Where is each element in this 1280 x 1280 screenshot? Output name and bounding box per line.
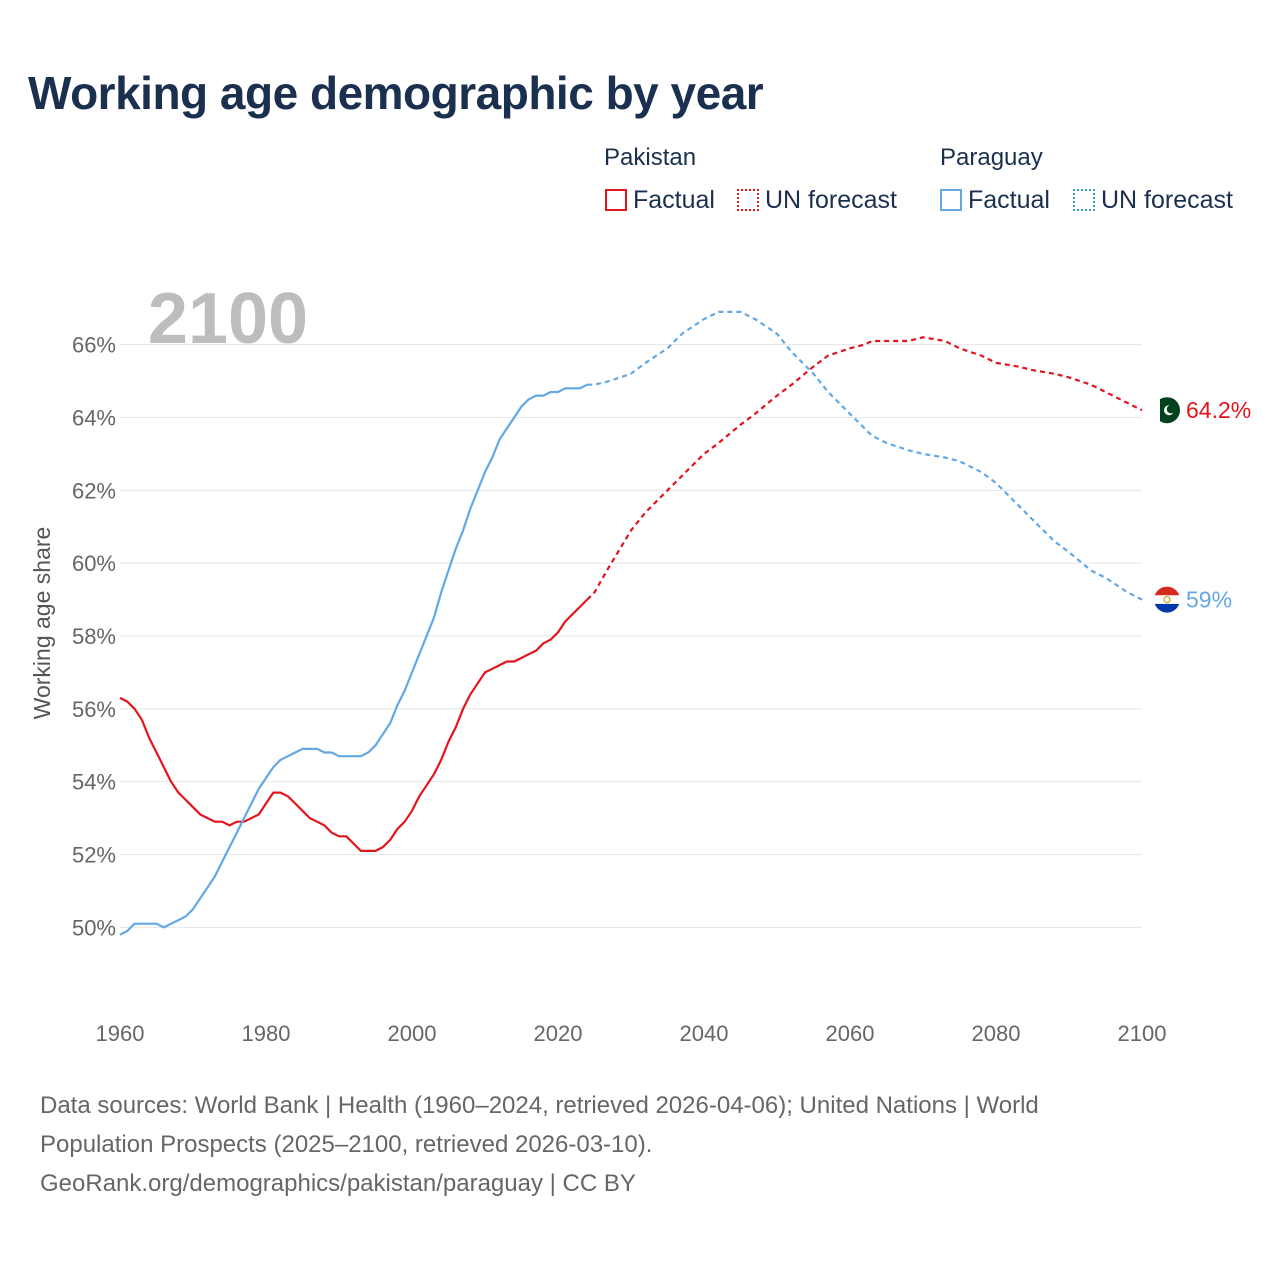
flag-stripe	[1154, 603, 1180, 613]
legend-group-pakistan: Pakistan	[604, 144, 697, 171]
legend-swatch-solid-icon	[940, 189, 962, 211]
pakistan-end-value-label: 64.2%	[1186, 397, 1251, 423]
year-watermark: 2100	[148, 279, 308, 359]
x-tick-label: 2000	[388, 1021, 437, 1046]
y-tick-label: 54%	[72, 770, 116, 795]
x-tick-label: 2100	[1118, 1021, 1167, 1046]
legend-item-pakistan-factual[interactable]: Factual	[605, 186, 715, 214]
legend-swatch-dotted-icon	[1073, 189, 1095, 211]
line-chart: 2100 50% 52% 54% 56% 58% 60% 62% 64% 66% 1960 1980…	[29, 279, 1251, 1046]
legend-group-paraguay: Paraguay	[940, 144, 1043, 171]
flag-stripe	[1154, 586, 1180, 596]
legend-item-paraguay-factual[interactable]: Factual	[940, 186, 1050, 214]
flag-crescent-cut	[1166, 404, 1176, 414]
y-axis-title: Working age share	[29, 527, 55, 720]
pakistan-forecast-line[interactable]	[586, 336, 1143, 601]
chart-title: Working age demographic by year	[28, 67, 764, 119]
x-tick-label: 2080	[972, 1021, 1021, 1046]
flag-stripe	[1154, 595, 1180, 605]
sources-footer: Data sources: World Bank | Health (1960–…	[40, 1086, 1240, 1203]
y-tick-label: 62%	[72, 478, 116, 503]
flag-hoist	[1154, 397, 1160, 424]
legend-label: Factual	[968, 185, 1050, 214]
legend-swatch-dotted-icon	[737, 189, 759, 211]
gridlines	[120, 344, 1142, 928]
flag-stripes	[1154, 586, 1180, 613]
legend-label: Factual	[633, 185, 715, 214]
y-tick-label: 56%	[72, 697, 116, 722]
y-tick-label: 64%	[72, 405, 116, 430]
x-tick-label: 1980	[242, 1021, 291, 1046]
y-tick-label: 50%	[72, 915, 116, 940]
legend-label: UN forecast	[765, 185, 897, 214]
flag-emblem	[1163, 595, 1171, 604]
pakistan-factual-line[interactable]	[119, 598, 588, 852]
sources-line-2: Population Prospects (2025–2100, retriev…	[40, 1131, 653, 1158]
y-tick-label: 52%	[72, 843, 116, 868]
x-tick-label: 2060	[826, 1021, 875, 1046]
paraguay-forecast-line[interactable]	[587, 310, 1143, 601]
series-lines	[119, 310, 1143, 936]
y-tick-label: 66%	[72, 333, 116, 358]
paraguay-end-value-label: 59%	[1186, 587, 1232, 613]
legend-label: UN forecast	[1101, 185, 1233, 214]
source-url[interactable]: GeoRank.org/demographics/pakistan/paragu…	[40, 1170, 636, 1197]
end-labels: 64.2% 59%	[1154, 397, 1251, 613]
paraguay-factual-line[interactable]	[119, 383, 588, 936]
legend-item-paraguay-forecast[interactable]: UN forecast	[1073, 186, 1233, 214]
x-tick-label: 2040	[680, 1021, 729, 1046]
y-tick-label: 60%	[72, 551, 116, 576]
sources-line-1: Data sources: World Bank | Health (1960–…	[40, 1092, 1039, 1119]
y-tick-label: 58%	[72, 624, 116, 649]
x-tick-label: 1960	[96, 1021, 145, 1046]
axis-ticks: 50% 52% 54% 56% 58% 60% 62% 64% 66% 1960 1980 2000 2…	[72, 333, 1167, 1046]
pakistan-flag-icon	[1154, 397, 1180, 424]
paraguay-flag-icon	[1154, 586, 1180, 613]
legend-swatch-solid-icon	[605, 189, 627, 211]
x-tick-label: 2020	[534, 1021, 583, 1046]
legend-item-pakistan-forecast[interactable]: UN forecast	[737, 186, 897, 214]
